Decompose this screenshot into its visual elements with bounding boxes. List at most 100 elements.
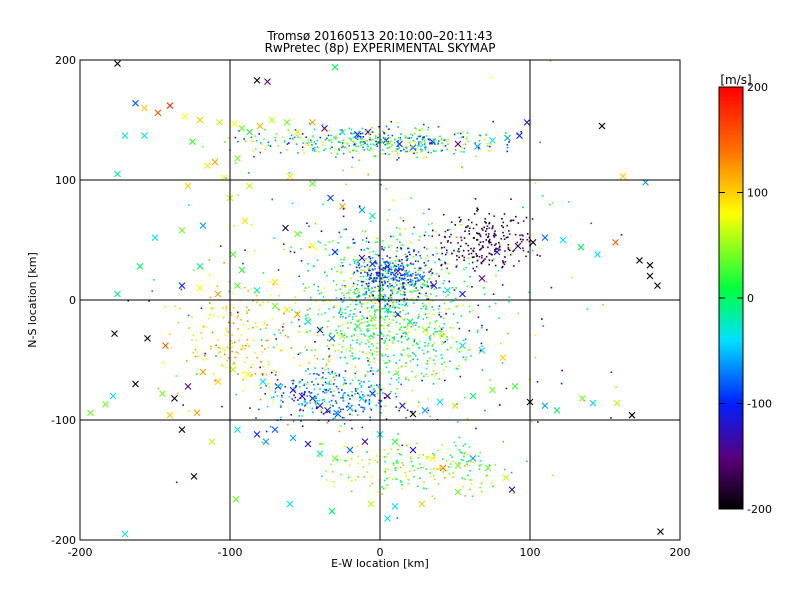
echo-dot [419,254,421,257]
echo-dot [383,307,385,310]
echo-dot [376,370,378,372]
echo-dot [368,403,371,405]
echo-dot [390,296,393,299]
echo-dot [414,142,417,144]
scatter-point-cross [244,371,252,378]
echo-dot [415,274,417,276]
echo-dot [388,359,390,362]
echo-dot [353,313,355,315]
echo-dot [333,485,335,488]
echo-dot [411,291,413,294]
echo-dot [463,147,466,150]
echo-dot [382,359,385,362]
echo-dot [517,312,520,315]
echo-dot [179,307,181,310]
echo-dot [265,430,268,433]
echo-dot [426,375,429,378]
echo-dot [369,370,372,372]
echo-dot [368,400,371,402]
echo-dot [362,275,365,278]
scatter-point-cross [208,438,216,445]
echo-dot [378,306,380,308]
echo-dot [327,320,329,322]
echo-dot [426,295,429,298]
echo-dot [383,137,386,139]
echo-dot [464,478,466,480]
echo-dot [313,148,316,151]
echo-dot [303,391,306,394]
echo-dot [448,280,451,283]
echo-dot [319,241,322,244]
echo-dot [431,345,433,348]
echo-dot [464,358,467,361]
echo-dot [316,400,319,402]
echo-dot [306,349,308,351]
echo-dot [485,233,487,236]
echo-dot [371,287,373,289]
echo-dot [435,273,438,275]
echo-dot [490,482,493,485]
echo-dot [397,143,400,145]
echo-dot [350,404,353,407]
echo-dot [408,264,410,266]
echo-dot [316,259,319,262]
echo-dot [267,346,270,349]
echo-dot [478,468,481,470]
echo-dot [259,151,262,154]
echo-dot [528,291,530,294]
echo-dot [459,220,461,223]
echo-dot [373,155,376,158]
echo-dot [343,228,345,231]
scatter-point-cross [529,239,537,246]
echo-dot [335,289,337,292]
echo-dot [475,255,478,258]
echo-dot [357,320,360,322]
echo-dot [461,255,464,257]
echo-dot [395,262,397,265]
echo-dot [480,490,483,493]
echo-dot [446,263,449,265]
echo-dot [332,239,334,242]
echo-dot [341,270,343,273]
echo-dot [324,248,327,250]
echo-dot [364,230,367,233]
echo-dot [396,152,399,155]
echo-dot [282,392,285,394]
echo-dot [256,356,259,359]
echo-dot [401,365,403,367]
echo-dot [410,284,413,286]
echo-dot [370,272,373,275]
echo-dot [306,387,308,390]
echo-dot [334,417,336,419]
echo-dot [375,347,378,349]
echo-dot [398,444,400,447]
echo-dot [522,249,525,252]
echo-dot [317,240,320,243]
echo-dot [225,327,227,330]
echo-dot [417,401,420,404]
echo-dot [413,226,415,229]
echo-dot [352,285,355,288]
scatter-point-cross [369,314,376,322]
echo-dot [392,478,394,480]
scatter-point-cross [559,236,567,244]
echo-dot [400,247,402,249]
echo-dot [299,380,301,383]
echo-dot [495,243,497,245]
echo-dot [462,485,464,488]
echo-dot [208,259,211,261]
echo-dot [352,242,355,244]
echo-dot [234,356,236,359]
echo-dot [222,347,224,350]
echo-dot [412,263,414,265]
echo-dot [438,330,441,332]
scatter-point-cross [511,383,519,390]
echo-dot [385,366,388,369]
echo-dot [498,243,501,246]
echo-dot [460,223,462,226]
echo-dot [355,292,358,295]
echo-dot [472,267,475,270]
echo-dot [317,393,319,396]
echo-dot [290,413,293,416]
echo-dot [369,361,371,363]
